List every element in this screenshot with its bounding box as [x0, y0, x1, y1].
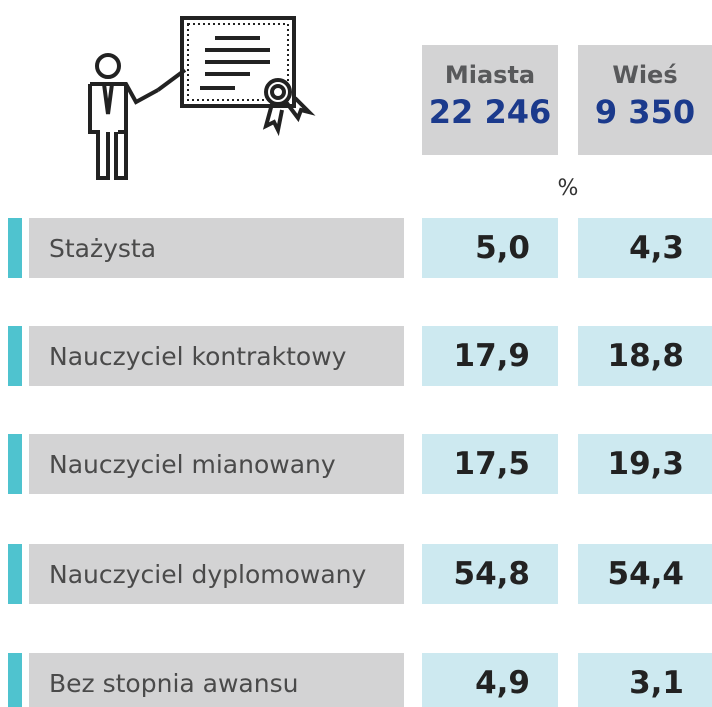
row-label: Stażysta	[29, 218, 404, 278]
row-value: 18,8	[578, 326, 712, 386]
row-value: 5,0	[422, 218, 558, 278]
row-value: 54,4	[578, 544, 712, 604]
row-accent	[8, 544, 22, 604]
page: Miasta 22 246 Wieś 9 350 % Stażysta 5,0 4,…	[0, 0, 712, 707]
unit-label: %	[552, 176, 584, 201]
column-count: 22 246	[422, 93, 558, 131]
teacher-icon	[60, 10, 330, 185]
row-value: 17,5	[422, 434, 558, 494]
row-label: Nauczyciel dyplomowany	[29, 544, 404, 604]
column-header: Miasta 22 246	[422, 45, 558, 155]
row-value: 17,9	[422, 326, 558, 386]
row-label: Nauczyciel kontraktowy	[29, 326, 404, 386]
row-value: 54,8	[422, 544, 558, 604]
row-value: 4,3	[578, 218, 712, 278]
row-accent	[8, 653, 22, 707]
column-label: Wieś	[578, 61, 712, 89]
row-label: Bez stopnia awansu	[29, 653, 404, 707]
row-label: Nauczyciel mianowany	[29, 434, 404, 494]
column-count: 9 350	[578, 93, 712, 131]
column-header: Wieś 9 350	[578, 45, 712, 155]
row-value: 19,3	[578, 434, 712, 494]
row-value: 4,9	[422, 653, 558, 707]
row-value: 3,1	[578, 653, 712, 707]
column-label: Miasta	[422, 61, 558, 89]
row-accent	[8, 326, 22, 386]
row-accent	[8, 434, 22, 494]
row-accent	[8, 218, 22, 278]
